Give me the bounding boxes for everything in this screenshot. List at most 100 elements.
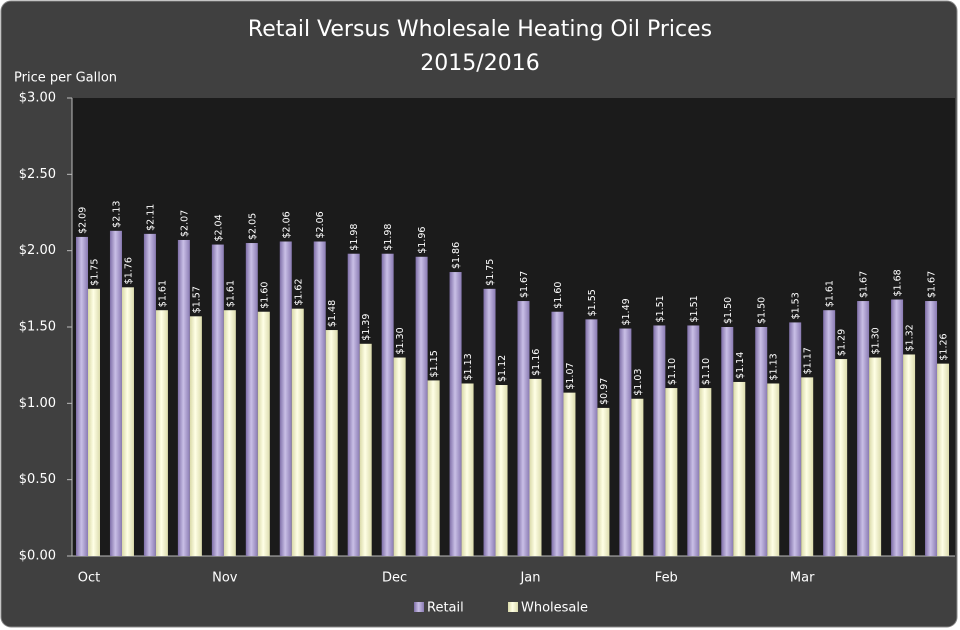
data-label: $2.13 bbox=[111, 201, 122, 228]
data-label: $1.29 bbox=[837, 329, 848, 356]
bar bbox=[925, 301, 938, 556]
data-label: $1.57 bbox=[191, 286, 202, 313]
bar bbox=[517, 301, 530, 556]
x-tick-label: Oct bbox=[78, 571, 100, 586]
data-label: $1.96 bbox=[417, 227, 428, 254]
bar bbox=[189, 316, 202, 556]
data-label: $1.13 bbox=[769, 353, 780, 380]
data-label: $1.30 bbox=[395, 327, 406, 354]
chart-title: Retail Versus Wholesale Heating Oil Pric… bbox=[248, 17, 712, 42]
data-label: $1.14 bbox=[735, 352, 746, 379]
bar bbox=[211, 244, 224, 556]
bar bbox=[427, 380, 440, 556]
bar bbox=[767, 383, 780, 556]
bar bbox=[347, 253, 360, 556]
chart-subtitle: 2015/2016 bbox=[420, 51, 539, 76]
y-tick-label: $3.00 bbox=[19, 91, 56, 106]
bar bbox=[665, 388, 678, 556]
bar bbox=[631, 398, 644, 556]
bar bbox=[653, 325, 666, 556]
data-label: $0.97 bbox=[599, 378, 610, 405]
bar bbox=[699, 388, 712, 556]
data-label: $1.68 bbox=[893, 269, 904, 296]
data-label: $2.04 bbox=[213, 214, 224, 241]
data-label: $1.10 bbox=[667, 358, 678, 385]
data-label: $1.75 bbox=[90, 259, 101, 286]
plot-area bbox=[72, 98, 955, 556]
bar bbox=[313, 241, 326, 557]
legend-swatch bbox=[414, 602, 424, 612]
bar bbox=[483, 288, 496, 556]
data-label: $1.30 bbox=[871, 327, 882, 354]
data-label: $1.61 bbox=[157, 280, 168, 307]
bar bbox=[687, 325, 700, 556]
data-label: $1.61 bbox=[825, 280, 836, 307]
data-label: $1.15 bbox=[429, 350, 440, 377]
y-tick-label: $1.00 bbox=[19, 396, 56, 411]
data-label: $1.10 bbox=[701, 358, 712, 385]
bar bbox=[109, 230, 122, 556]
bar bbox=[585, 319, 598, 556]
bar bbox=[449, 272, 462, 556]
bar bbox=[76, 236, 88, 556]
bar bbox=[359, 343, 372, 556]
data-label: $1.53 bbox=[791, 292, 802, 319]
bar bbox=[857, 301, 870, 556]
data-label: $1.67 bbox=[859, 271, 870, 298]
bar bbox=[177, 239, 190, 557]
data-label: $1.17 bbox=[803, 347, 814, 374]
data-label: $2.07 bbox=[179, 210, 190, 237]
bar bbox=[721, 327, 734, 556]
legend-swatch bbox=[508, 602, 518, 612]
bar bbox=[823, 310, 836, 556]
data-label: $1.49 bbox=[621, 298, 632, 325]
data-label: $1.98 bbox=[383, 224, 394, 251]
x-tick-label: Dec bbox=[382, 571, 407, 586]
data-label: $1.39 bbox=[361, 314, 372, 341]
data-label: $2.09 bbox=[78, 207, 89, 234]
data-label: $1.55 bbox=[587, 289, 598, 316]
y-tick-label: $0.50 bbox=[19, 472, 56, 487]
bar bbox=[223, 310, 236, 556]
bar bbox=[903, 354, 916, 556]
bar bbox=[937, 363, 950, 556]
bar bbox=[869, 357, 882, 556]
data-label: $1.98 bbox=[349, 224, 360, 251]
y-tick-label: $2.50 bbox=[19, 167, 56, 182]
data-label: $1.75 bbox=[485, 259, 496, 286]
data-label: $1.13 bbox=[463, 353, 474, 380]
data-label: $1.48 bbox=[327, 300, 338, 327]
x-tick-label: Jan bbox=[519, 571, 540, 586]
bar bbox=[245, 243, 258, 557]
data-label: $1.07 bbox=[565, 362, 576, 389]
data-label: $1.67 bbox=[519, 271, 530, 298]
bar bbox=[415, 256, 428, 556]
data-label: $2.11 bbox=[145, 204, 156, 231]
bar bbox=[789, 322, 802, 556]
bar bbox=[733, 381, 746, 556]
bar bbox=[461, 383, 474, 556]
bar bbox=[835, 359, 848, 556]
y-tick-label: $0.00 bbox=[19, 549, 56, 564]
data-label: $1.50 bbox=[757, 297, 768, 324]
legend-label: Retail bbox=[427, 601, 464, 616]
x-tick-label: Feb bbox=[655, 571, 678, 586]
data-label: $1.60 bbox=[259, 282, 270, 309]
bar bbox=[257, 311, 270, 556]
bar bbox=[563, 392, 576, 556]
y-axis-label: Price per Gallon bbox=[14, 71, 117, 86]
data-label: $1.86 bbox=[451, 242, 462, 269]
bar bbox=[801, 377, 814, 556]
data-label: $1.62 bbox=[293, 278, 304, 305]
data-label: $1.03 bbox=[633, 369, 644, 396]
bar bbox=[495, 385, 508, 556]
data-label: $1.67 bbox=[927, 271, 938, 298]
bar bbox=[88, 288, 100, 556]
bar bbox=[279, 241, 292, 557]
bar bbox=[891, 299, 904, 556]
bar bbox=[121, 287, 134, 556]
bar bbox=[143, 233, 156, 556]
y-tick-label: $1.50 bbox=[19, 320, 56, 335]
data-label: $1.26 bbox=[939, 333, 950, 360]
x-tick-label: Mar bbox=[790, 571, 815, 586]
